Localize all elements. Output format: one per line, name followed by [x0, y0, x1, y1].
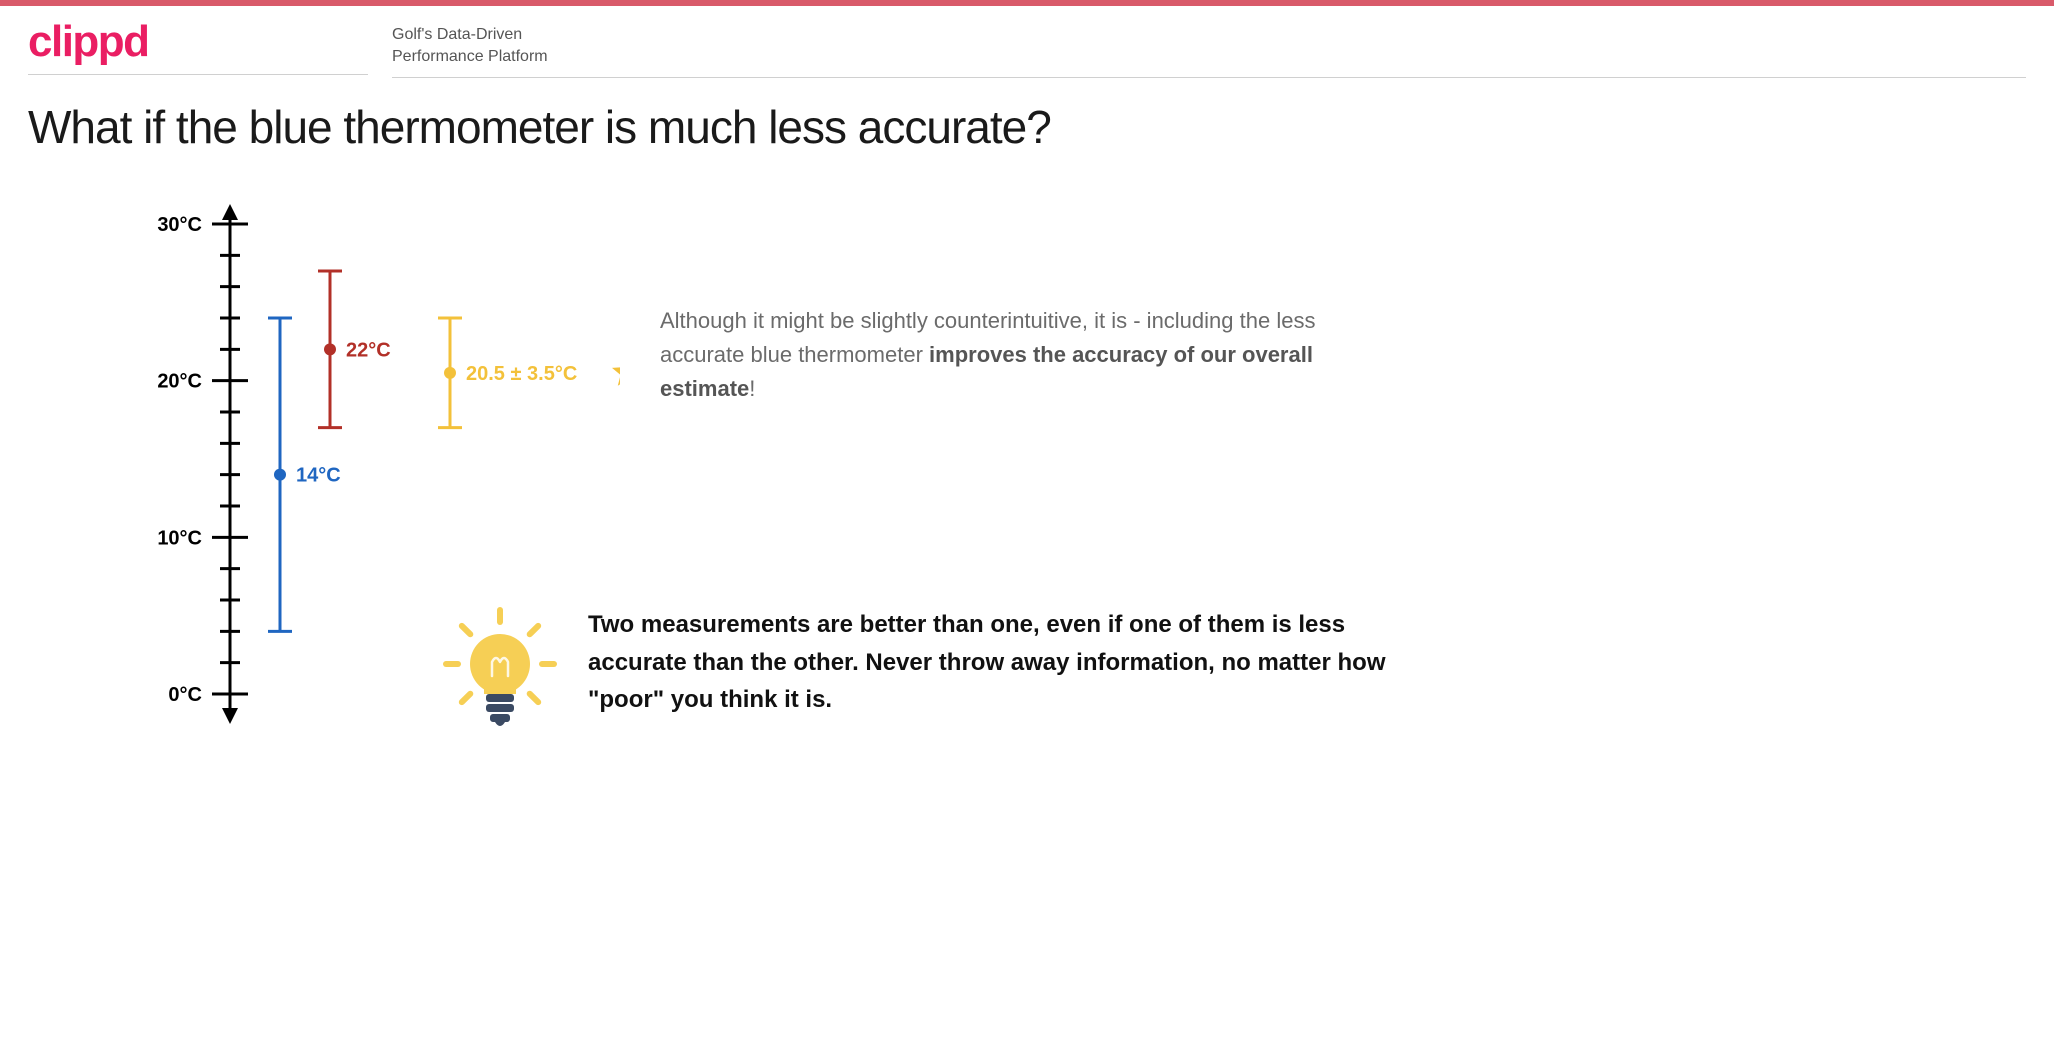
svg-text:14°C: 14°C: [296, 465, 341, 487]
key-insight-text: Two measurements are better than one, ev…: [588, 606, 1408, 718]
page-title: What if the blue thermometer is much les…: [0, 78, 2054, 164]
svg-text:20.5 ± 3.5°C: 20.5 ± 3.5°C: [466, 363, 577, 385]
right-column: Although it might be slightly counterint…: [660, 184, 2026, 741]
svg-text:20°C: 20°C: [157, 371, 202, 393]
key-insight-row: Two measurements are better than one, ev…: [440, 606, 2026, 741]
tagline-text: Golf's Data-Driven Performance Platform: [392, 24, 2026, 67]
brand-block: clippd: [28, 20, 368, 75]
svg-text:22°C: 22°C: [346, 340, 391, 362]
svg-text:10°C: 10°C: [157, 528, 202, 550]
svg-text:30°C: 30°C: [157, 214, 202, 236]
explanation-text: Although it might be slightly counterint…: [660, 304, 1380, 406]
brand-logo-text: clippd: [28, 20, 368, 64]
tagline-block: Golf's Data-Driven Performance Platform: [392, 20, 2026, 78]
explain-suffix: !: [749, 376, 755, 401]
content-row: 0°C 10°C 20°C 30°C 14°C 22°C 20.5 ± 3.5°C Alth…: [0, 164, 2054, 769]
lightbulb-icon: [440, 606, 560, 741]
svg-text:0°C: 0°C: [168, 684, 202, 706]
header: clippd Golf's Data-Driven Performance Pl…: [0, 6, 2054, 78]
